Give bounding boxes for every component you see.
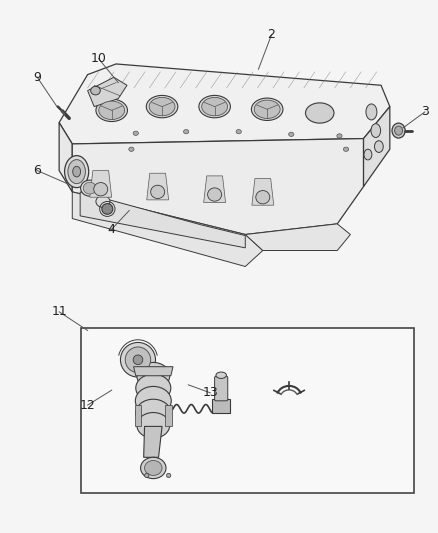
Polygon shape	[252, 179, 274, 205]
Ellipse shape	[129, 147, 134, 151]
Ellipse shape	[68, 160, 85, 183]
Ellipse shape	[149, 98, 175, 116]
Ellipse shape	[73, 166, 81, 177]
Ellipse shape	[96, 99, 127, 122]
Text: 10: 10	[91, 52, 106, 65]
Ellipse shape	[137, 413, 170, 438]
Ellipse shape	[91, 86, 100, 95]
Ellipse shape	[64, 156, 88, 188]
Ellipse shape	[96, 196, 110, 207]
Polygon shape	[204, 176, 226, 203]
Ellipse shape	[256, 190, 270, 204]
Text: 6: 6	[33, 164, 41, 177]
Ellipse shape	[305, 103, 334, 123]
Ellipse shape	[99, 101, 125, 119]
Ellipse shape	[289, 132, 294, 136]
Ellipse shape	[201, 98, 228, 116]
Text: 9: 9	[33, 71, 41, 84]
Ellipse shape	[135, 386, 171, 415]
Ellipse shape	[392, 123, 405, 138]
Ellipse shape	[374, 141, 383, 152]
Polygon shape	[72, 192, 263, 266]
Ellipse shape	[137, 362, 170, 389]
Ellipse shape	[146, 95, 178, 118]
Ellipse shape	[254, 100, 280, 118]
Text: 12: 12	[80, 399, 95, 411]
Text: 2: 2	[268, 28, 276, 41]
Ellipse shape	[343, 147, 349, 151]
Ellipse shape	[133, 131, 138, 135]
Polygon shape	[135, 405, 141, 426]
Ellipse shape	[136, 374, 171, 402]
Ellipse shape	[395, 126, 403, 135]
Ellipse shape	[366, 104, 377, 120]
Ellipse shape	[216, 372, 226, 378]
Ellipse shape	[125, 347, 151, 373]
Ellipse shape	[141, 457, 166, 479]
Ellipse shape	[145, 461, 162, 475]
Ellipse shape	[94, 182, 108, 196]
Ellipse shape	[145, 473, 149, 478]
Text: 13: 13	[202, 386, 218, 399]
Polygon shape	[59, 64, 390, 144]
Polygon shape	[144, 426, 162, 457]
Ellipse shape	[133, 355, 143, 365]
Ellipse shape	[251, 98, 283, 120]
Polygon shape	[364, 107, 390, 187]
Ellipse shape	[81, 180, 99, 196]
Polygon shape	[59, 123, 72, 192]
Text: 4: 4	[108, 223, 116, 236]
Polygon shape	[147, 173, 169, 200]
Text: 3: 3	[421, 106, 429, 118]
Polygon shape	[245, 224, 350, 251]
Polygon shape	[90, 171, 112, 197]
Ellipse shape	[208, 188, 222, 201]
Ellipse shape	[184, 130, 189, 134]
Ellipse shape	[83, 182, 96, 194]
Ellipse shape	[136, 399, 171, 427]
Bar	[81, 328, 414, 493]
Polygon shape	[134, 367, 173, 376]
Ellipse shape	[337, 134, 342, 138]
Ellipse shape	[364, 149, 372, 160]
Ellipse shape	[102, 204, 113, 214]
Ellipse shape	[199, 95, 230, 118]
Ellipse shape	[151, 185, 165, 199]
Polygon shape	[165, 405, 172, 426]
Polygon shape	[72, 139, 364, 235]
FancyBboxPatch shape	[215, 376, 228, 401]
FancyBboxPatch shape	[212, 399, 230, 413]
Text: 11: 11	[51, 305, 67, 318]
Ellipse shape	[371, 124, 381, 138]
Ellipse shape	[120, 342, 155, 377]
Polygon shape	[80, 192, 245, 248]
Ellipse shape	[166, 473, 171, 478]
Ellipse shape	[236, 130, 241, 134]
Polygon shape	[88, 77, 127, 107]
